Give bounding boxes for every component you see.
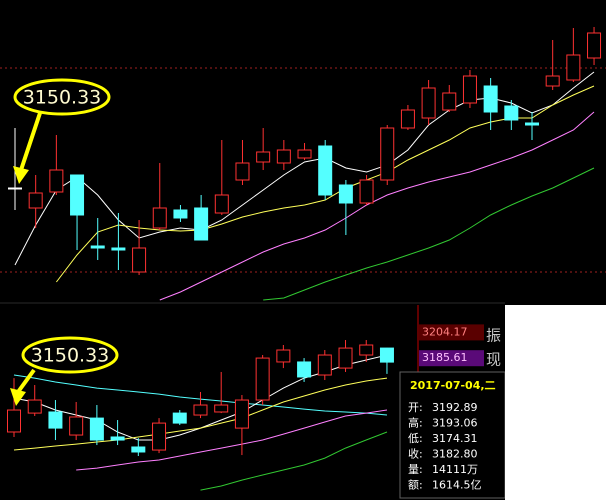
candle-body	[359, 179, 374, 204]
side-text: 现	[486, 351, 501, 369]
candle-body	[49, 169, 64, 193]
candle-body	[421, 87, 436, 119]
annotation-arrow	[16, 368, 36, 394]
ma-line	[13, 377, 388, 451]
tooltip-box	[399, 371, 506, 499]
candle-body	[235, 162, 250, 181]
price-label-box	[419, 324, 484, 341]
annotation-arrow	[19, 112, 42, 171]
tooltip-value: 3192.89	[432, 401, 478, 414]
tooltip-value: 3182.80	[432, 448, 478, 461]
candle-body	[255, 357, 270, 401]
candle-body	[256, 151, 271, 163]
candle-body	[214, 194, 229, 214]
candle-body	[380, 127, 395, 181]
candle-body	[545, 75, 560, 87]
price-label: 3204.17	[422, 325, 468, 338]
candle-body	[90, 245, 105, 249]
candle-body	[462, 75, 477, 104]
side-text: 振	[486, 327, 501, 345]
tooltip-value: 3193.06	[432, 417, 478, 430]
tooltip-value: 1614.5亿	[432, 479, 482, 492]
tooltip-label: 收:	[408, 447, 423, 461]
candle-body	[297, 149, 312, 159]
candle-body	[338, 347, 353, 369]
price-label: 3185.61	[422, 351, 468, 364]
tooltip-date: 2017-07-04,二	[410, 379, 496, 392]
candle-body	[566, 54, 581, 81]
candle-body	[132, 247, 147, 273]
tooltip-value: 3174.31	[432, 432, 478, 445]
candle-body	[28, 192, 43, 209]
candle-body	[89, 417, 104, 441]
candle-body	[194, 207, 209, 241]
candle-body	[483, 85, 498, 113]
ma-line	[200, 431, 388, 491]
candle-body	[587, 32, 602, 59]
candle-body	[7, 409, 21, 433]
tooltip-label: 低:	[408, 432, 423, 445]
tooltip-label: 高:	[408, 416, 423, 430]
candle-body	[276, 149, 291, 164]
tooltip-value: 14111万	[432, 463, 478, 476]
candle-body	[318, 145, 333, 196]
candle-body	[214, 404, 229, 413]
tooltip-label: 开:	[408, 401, 423, 414]
candle-body	[504, 105, 519, 121]
annotation-arrowhead	[10, 388, 26, 406]
candle-body	[131, 446, 146, 453]
candle-body	[359, 344, 374, 356]
ma-line	[76, 409, 388, 471]
candle-body	[276, 349, 291, 363]
annotation-ellipse	[21, 336, 119, 374]
candle-body	[48, 411, 63, 429]
tooltip-label: 额:	[408, 479, 423, 492]
candle-body	[193, 404, 208, 416]
candle-body	[338, 184, 353, 204]
candle-body	[297, 361, 312, 378]
annotation-arrowhead	[13, 166, 29, 184]
ma-line	[263, 167, 595, 301]
candle-body	[173, 209, 188, 219]
candle-body	[8, 187, 22, 190]
price-label-box	[419, 350, 484, 367]
candle-body	[110, 436, 125, 441]
candle-body	[172, 412, 187, 424]
candle-body	[69, 416, 84, 436]
tooltip-label: 量:	[408, 463, 423, 476]
candle-body	[317, 354, 332, 376]
candle-body	[400, 109, 415, 129]
annotation-ellipse	[13, 78, 111, 116]
candle-body	[70, 174, 85, 216]
candle-body	[442, 92, 457, 111]
white-panel	[505, 305, 606, 500]
candle-body	[27, 399, 42, 414]
candle-body	[111, 247, 126, 251]
annotation-text: 3150.33	[31, 345, 110, 367]
candle-body	[152, 207, 167, 229]
candle-body	[525, 122, 539, 126]
candle-body	[152, 422, 167, 451]
candle-body	[234, 399, 249, 429]
candle-body	[379, 347, 394, 363]
annotation-text: 3150.33	[23, 87, 102, 109]
ma-line	[159, 111, 595, 301]
